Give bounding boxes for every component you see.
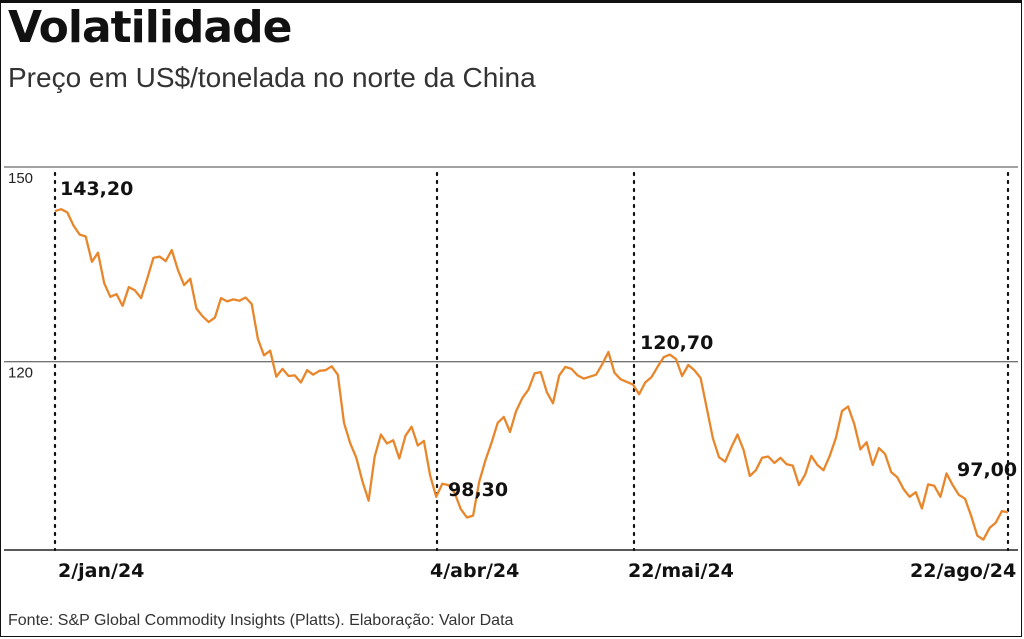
x-tick-label: 22/mai/24 [628,560,734,582]
line-chart: 150 120 2/jan/24 4/abr/24 22/mai/24 22/ago/24… [4,166,1018,582]
source-note: Fonte: S&P Global Commodity Insights (Pl… [8,612,514,629]
data-label-1: 98,30 [448,479,508,501]
price-series-line [54,208,1009,541]
y-tick-label-150: 150 [8,170,33,187]
x-tick-label: 4/abr/24 [430,560,519,582]
x-tick-label: 22/ago/24 [910,560,1016,582]
data-label-3: 97,00 [957,459,1017,481]
chart-subtitle: Preço em US$/tonelada no norte da China [8,62,536,93]
data-label-2: 120,70 [640,332,713,354]
y-tick-label-120: 120 [8,365,33,382]
data-label-0: 143,20 [60,178,133,200]
chart-title: Volatilidade [8,2,292,53]
x-tick-label: 2/jan/24 [58,560,144,582]
